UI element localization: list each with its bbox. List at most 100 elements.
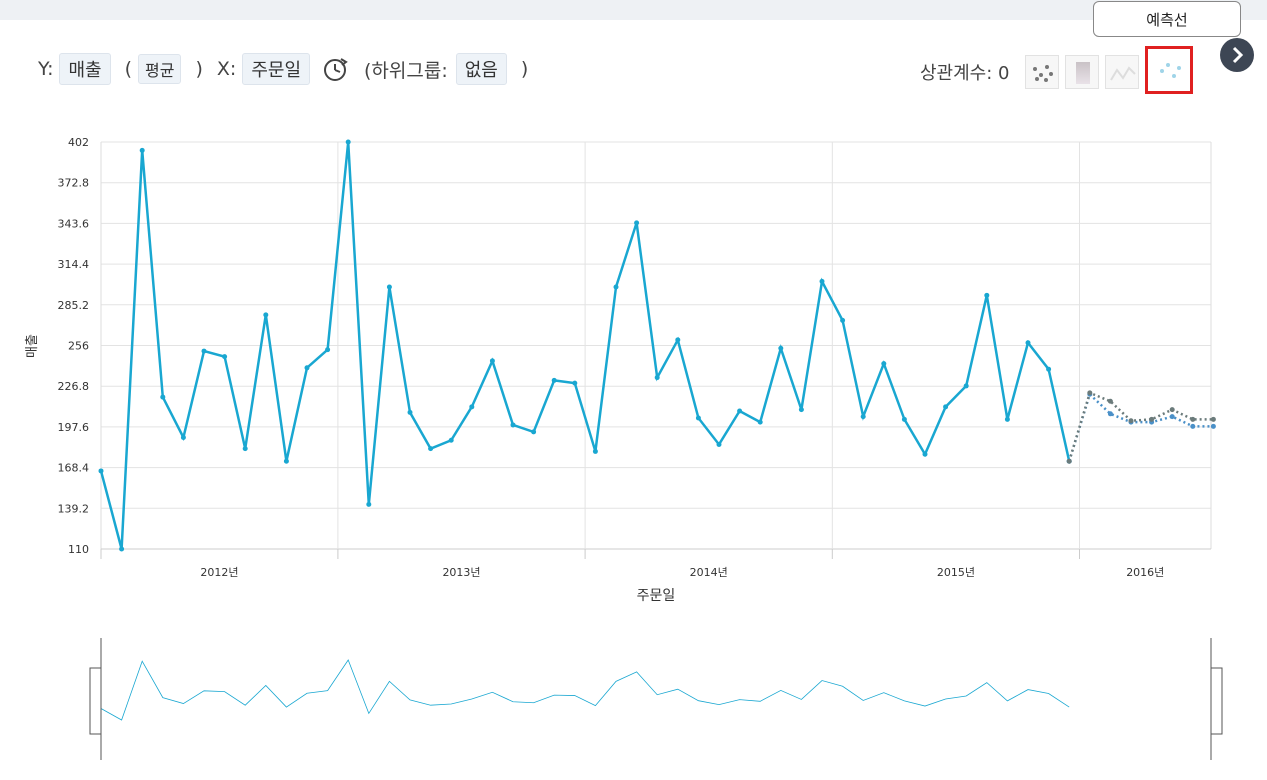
sales-series-line xyxy=(99,141,1071,550)
paren-open: ( xyxy=(124,58,133,80)
histogram-chart-button[interactable] xyxy=(1065,55,1100,89)
chart-series xyxy=(98,139,1216,552)
data-point xyxy=(654,375,660,381)
data-point xyxy=(634,220,640,226)
y-tick-label: 285.2 xyxy=(58,299,90,312)
data-point xyxy=(984,292,990,298)
x-tick-label: 2014년 xyxy=(690,566,728,579)
y-tick-label: 402 xyxy=(68,136,89,149)
data-point xyxy=(1046,366,1052,372)
data-point xyxy=(531,429,537,435)
data-point xyxy=(304,365,310,371)
data-point xyxy=(448,437,454,443)
forecast-point xyxy=(1169,407,1175,413)
top-bar xyxy=(0,0,1267,20)
scatter-chart-button[interactable] xyxy=(1025,55,1060,89)
forecast-point xyxy=(1128,418,1134,424)
forecast-line-icon xyxy=(1160,63,1182,78)
y-axis-ticks: 402 372.8 343.6 314.4 285.2 256 226.8 197.6 168.… xyxy=(58,136,90,556)
navigator-right-handle[interactable] xyxy=(1210,667,1223,735)
time-unit-clock-icon[interactable] xyxy=(322,56,348,82)
chevron-right-icon xyxy=(1232,46,1244,64)
data-point xyxy=(139,147,145,153)
data-point xyxy=(778,345,784,351)
y-tick-label: 110 xyxy=(68,543,89,556)
x-field-selector[interactable]: 주문일 xyxy=(242,53,311,85)
histogram-chart-icon xyxy=(1076,62,1091,84)
data-point xyxy=(242,446,248,452)
forecast-point xyxy=(1210,416,1216,422)
data-point xyxy=(922,451,928,457)
data-point xyxy=(386,284,392,290)
data-point xyxy=(716,441,722,447)
range-navigator[interactable] xyxy=(89,638,1223,760)
next-panel-button[interactable] xyxy=(1220,38,1254,72)
navigator-series-line xyxy=(100,659,1070,721)
forecast-tooltip: 예측선 xyxy=(1093,1,1241,37)
y-tick-label: 139.2 xyxy=(58,502,90,515)
y-tick-label: 343.6 xyxy=(58,217,90,230)
x-tick-label: 2012년 xyxy=(200,566,238,579)
data-point xyxy=(489,358,495,364)
chart-grid xyxy=(100,141,1212,559)
forecast-line xyxy=(1068,391,1214,462)
forecast-point xyxy=(1066,458,1072,464)
data-point xyxy=(943,404,949,410)
navigator-left-handle[interactable] xyxy=(89,667,102,735)
correlation-readout: 상관계수: 0 xyxy=(920,63,1010,84)
y-tick-label: 372.8 xyxy=(58,177,90,190)
x-tick-label: 2013년 xyxy=(442,566,480,579)
forecast-point xyxy=(1190,416,1196,422)
data-point xyxy=(407,409,413,415)
data-point xyxy=(283,458,289,464)
y-tick-label: 197.6 xyxy=(58,421,90,434)
data-point xyxy=(840,317,846,323)
subgroup-label: (하위그룹: xyxy=(364,59,448,82)
data-point xyxy=(180,434,186,440)
forecast-point xyxy=(1107,411,1113,417)
forecast-point xyxy=(1087,390,1093,396)
y-field-selector[interactable]: 매출 xyxy=(59,53,111,85)
x-tick-label: 2015년 xyxy=(937,566,975,579)
paren-close: ) xyxy=(195,58,203,80)
data-point xyxy=(160,394,166,400)
forecast-point xyxy=(1149,416,1155,422)
subgroup-selector[interactable]: 없음 xyxy=(455,53,507,85)
forecast-lower-line xyxy=(1068,391,1214,462)
y-axis-title: 매출 xyxy=(25,334,40,358)
forecast-point xyxy=(1210,423,1216,429)
data-point xyxy=(901,416,907,422)
chart-type-toolbar: 상관계수: 0 xyxy=(920,46,1199,94)
data-point xyxy=(325,347,331,353)
y-axis-label: Y: xyxy=(38,58,54,80)
data-point xyxy=(222,354,228,360)
data-point xyxy=(737,408,743,414)
data-point xyxy=(345,139,351,145)
forecast-point xyxy=(1107,398,1113,404)
data-point xyxy=(510,422,516,428)
line-chart-button[interactable] xyxy=(1105,55,1140,89)
data-point xyxy=(675,337,681,343)
data-point xyxy=(613,284,619,290)
data-point xyxy=(469,404,475,410)
aggregation-selector[interactable]: 평균 xyxy=(138,54,182,84)
data-point xyxy=(572,380,578,386)
y-tick-label: 314.4 xyxy=(58,258,90,271)
forecast-line-button[interactable] xyxy=(1145,46,1194,94)
data-point xyxy=(1004,416,1010,422)
y-tick-label: 256 xyxy=(68,340,89,353)
x-axis-title: 주문일 xyxy=(637,588,676,604)
data-point xyxy=(592,448,598,454)
chart-controls: Y: 매출 ( 평균 ) X: 주문일 (하위그룹: 없음 ) xyxy=(38,52,534,86)
data-point xyxy=(428,446,434,452)
data-point xyxy=(963,383,969,389)
forecast-point xyxy=(1190,423,1196,429)
forecast-point xyxy=(1169,414,1175,420)
x-axis-label: X: xyxy=(216,58,237,80)
data-point xyxy=(819,278,825,284)
data-point xyxy=(201,348,207,354)
data-point xyxy=(98,468,104,474)
data-point xyxy=(366,501,372,507)
data-point xyxy=(881,361,887,367)
